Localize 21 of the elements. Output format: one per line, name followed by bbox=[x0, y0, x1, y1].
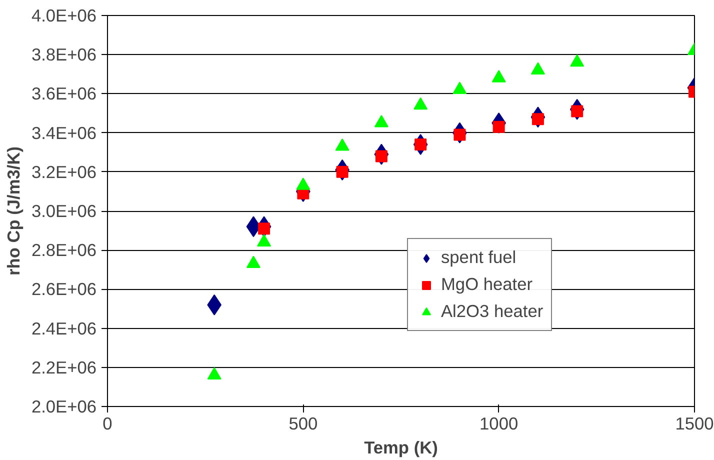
y-tick-label: 3.6E+06 bbox=[31, 84, 97, 104]
y-tick-label: 3.4E+06 bbox=[31, 122, 97, 143]
x-tick-label: 500 bbox=[288, 414, 318, 434]
y-tick-label: 4.0E+06 bbox=[31, 6, 97, 26]
y-tick-label: 2.8E+06 bbox=[31, 240, 97, 260]
y-tick-label: 3.0E+06 bbox=[31, 201, 97, 221]
legend-label: MgO heater bbox=[441, 274, 532, 295]
point bbox=[258, 222, 270, 235]
y-tick-label: 2.0E+06 bbox=[31, 396, 97, 416]
y-tick-label: 2.6E+06 bbox=[31, 279, 97, 300]
x-axis-title: Temp (K) bbox=[364, 438, 438, 458]
y-axis-title: rho Cp (J/m3/K) bbox=[3, 146, 24, 276]
y-tick-label: 3.8E+06 bbox=[31, 44, 97, 65]
y-tick-label: 3.2E+06 bbox=[31, 162, 97, 182]
x-tick-label: 1500 bbox=[675, 414, 714, 434]
legend-label: spent fuel bbox=[441, 247, 516, 268]
x-tick-label: 1000 bbox=[480, 414, 518, 434]
x-tick-label: 0 bbox=[102, 414, 112, 434]
legend-label: Al2O3 heater bbox=[441, 301, 544, 322]
y-tick-label: 2.2E+06 bbox=[31, 357, 97, 378]
y-tick-label: 2.4E+06 bbox=[31, 318, 97, 338]
